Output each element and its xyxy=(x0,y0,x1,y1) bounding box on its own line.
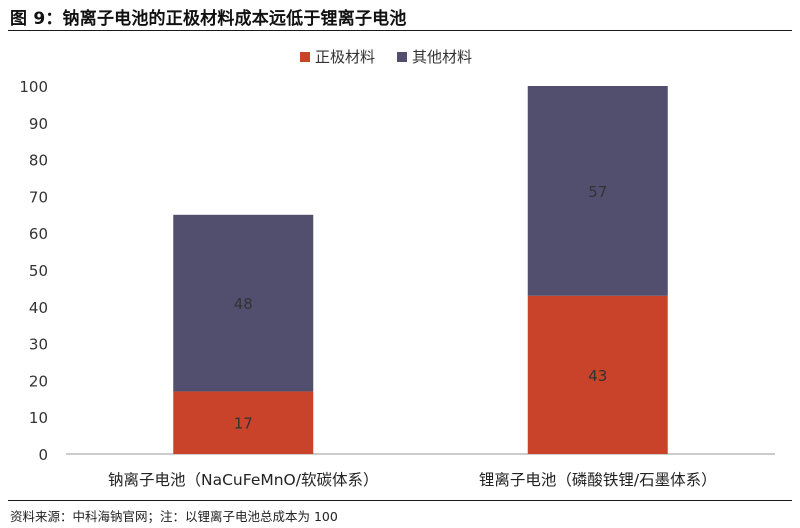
y-tick-label: 90 xyxy=(29,115,48,133)
bar-segment xyxy=(527,86,668,296)
stacked-bar-chart: 0 10 20 30 40 50 60 70 80 90 100 17 48 钠离子电池（NaCuFeMn… xyxy=(19,78,775,489)
legend-item-cathode: 正极材料 xyxy=(300,46,375,67)
legend-swatch-cathode xyxy=(300,51,310,62)
legend-label-cathode: 正极材料 xyxy=(315,48,376,66)
y-tick-label: 100 xyxy=(19,78,48,96)
y-tick-label: 0 xyxy=(38,446,48,464)
bar-segment xyxy=(173,391,314,454)
source-note: 资料来源：中科海钠官网；注：以锂离子电池总成本为 100 xyxy=(10,509,338,524)
chart-title: 图 9：钠离子电池的正极材料成本远低于锂离子电池 xyxy=(10,9,407,29)
x-tick-label: 钠离子电池（NaCuFeMnO/软碳体系） xyxy=(108,471,378,489)
legend-label-other: 其他材料 xyxy=(412,48,473,66)
data-label: 57 xyxy=(588,183,607,201)
data-label: 43 xyxy=(588,367,607,385)
y-tick-label: 40 xyxy=(29,299,48,317)
bar-segment xyxy=(173,214,314,392)
y-tick-label: 20 xyxy=(29,372,48,390)
chart-legend: 正极材料 其他材料 xyxy=(300,46,472,67)
x-tick-label: 锂离子电池（磷酸铁锂/石墨体系） xyxy=(479,471,717,489)
footer-divider xyxy=(8,500,792,501)
legend-item-other: 其他材料 xyxy=(397,46,472,67)
data-label: 48 xyxy=(234,295,253,313)
legend-swatch-other xyxy=(397,51,408,62)
y-tick-label: 30 xyxy=(29,336,48,354)
y-tick-label: 50 xyxy=(29,262,48,280)
y-tick-label: 10 xyxy=(29,409,48,427)
y-tick-label: 70 xyxy=(29,188,48,206)
y-tick-label: 60 xyxy=(29,225,48,243)
bar-segment xyxy=(527,295,668,454)
data-label: 17 xyxy=(234,415,253,433)
title-divider xyxy=(8,30,792,31)
y-tick-label: 80 xyxy=(29,152,48,170)
